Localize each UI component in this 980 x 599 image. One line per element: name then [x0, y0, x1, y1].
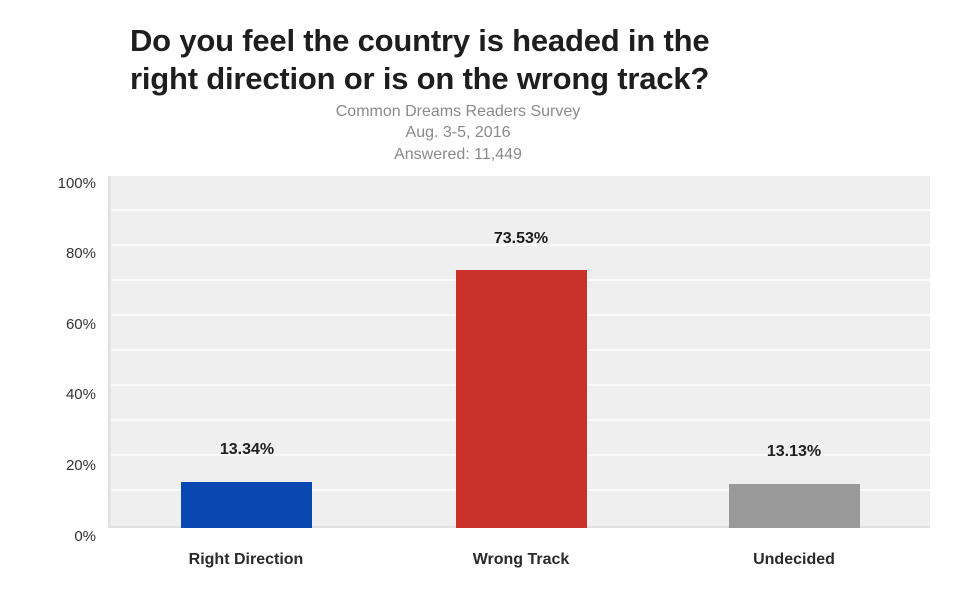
y-tick-80: 80% [65, 245, 96, 262]
x-label-wrong-track: Wrong Track [472, 551, 570, 568]
bar-undecided [729, 484, 860, 528]
gridline [111, 209, 930, 211]
value-label-right-direction: 13.34% [219, 441, 275, 458]
y-tick-100: 100% [57, 175, 96, 192]
chart-title-line-1: Do you feel the country is headed in the [130, 23, 710, 58]
x-label-undecided: Undecided [753, 551, 835, 568]
y-tick-60: 60% [65, 316, 96, 333]
bar-right-direction [181, 482, 312, 528]
y-tick-0: 0% [74, 528, 96, 545]
y-tick-40: 40% [65, 386, 96, 403]
survey-name: Common Dreams Readers Survey [335, 103, 581, 120]
value-label-undecided: 13.13% [766, 443, 822, 460]
x-label-right-direction: Right Direction [188, 551, 304, 568]
gridline [111, 244, 930, 246]
y-tick-20: 20% [65, 457, 96, 474]
value-label-wrong-track: 73.53% [493, 230, 549, 247]
chart-title-line-2: right direction or is on the wrong track… [130, 61, 710, 96]
bar-wrong-track [456, 270, 587, 528]
chart-title: Do you feel the country is headed in the… [130, 22, 830, 98]
survey-date: Aug. 3-5, 2016 [405, 124, 511, 141]
survey-answered-count: Answered: 11,449 [394, 146, 522, 163]
